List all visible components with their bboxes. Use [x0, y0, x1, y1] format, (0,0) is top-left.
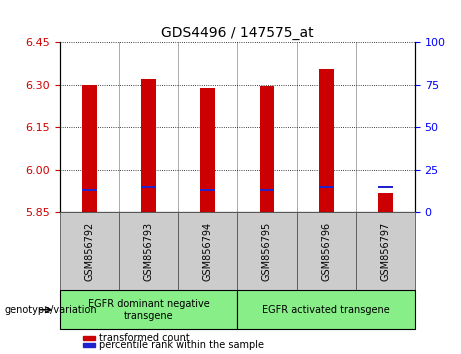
Text: transformed count: transformed count	[99, 333, 190, 343]
Text: EGFR activated transgene: EGFR activated transgene	[262, 305, 390, 315]
Bar	[260, 86, 274, 212]
Bar	[201, 88, 215, 212]
Bar	[201, 189, 215, 192]
Bar	[378, 186, 393, 188]
Text: GSM856794: GSM856794	[203, 222, 213, 281]
Bar	[141, 79, 156, 212]
Bar	[319, 69, 334, 212]
Text: GSM856792: GSM856792	[84, 222, 95, 281]
Bar	[260, 189, 274, 192]
Text: EGFR dominant negative
transgene: EGFR dominant negative transgene	[88, 299, 210, 321]
Title: GDS4496 / 147575_at: GDS4496 / 147575_at	[161, 26, 314, 40]
Text: GSM856793: GSM856793	[144, 222, 154, 281]
Text: GSM856795: GSM856795	[262, 222, 272, 281]
Text: percentile rank within the sample: percentile rank within the sample	[99, 340, 264, 350]
Bar	[82, 85, 97, 212]
Text: GSM856796: GSM856796	[321, 222, 331, 281]
Bar	[319, 186, 334, 188]
Text: genotype/variation: genotype/variation	[5, 305, 97, 315]
Bar	[378, 193, 393, 212]
Text: GSM856797: GSM856797	[380, 222, 390, 281]
Bar	[82, 189, 97, 191]
Bar	[141, 186, 156, 188]
